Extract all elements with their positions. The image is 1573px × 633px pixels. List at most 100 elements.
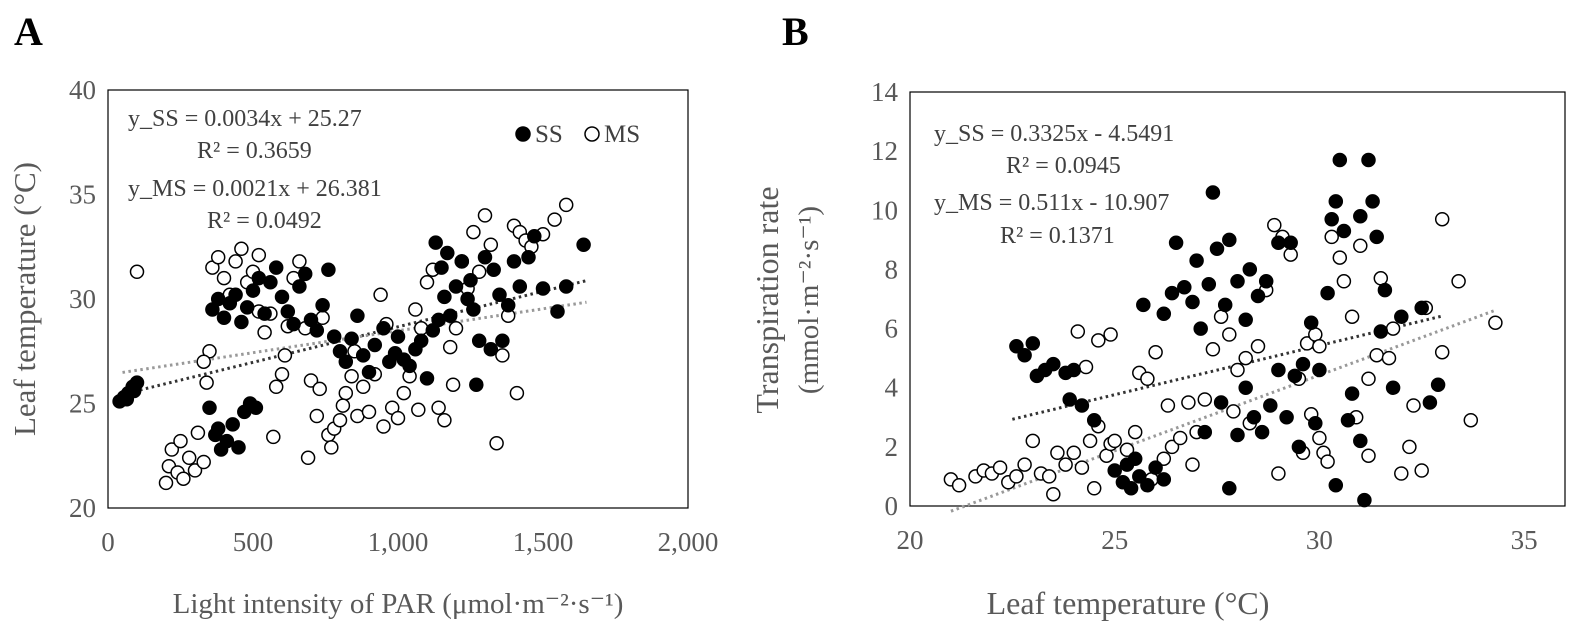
data-point-ms [187,463,203,478]
data-point-ss [1017,347,1032,363]
data-point-ss [1336,223,1352,239]
y-tick-label: 12 [871,136,898,166]
x-tick-label: 30 [1306,525,1333,555]
data-point-ms [196,354,211,369]
data-point-ms [1119,442,1135,458]
data-point-ms [312,381,327,397]
data-point-ss [1250,288,1266,304]
data-point-ss [440,245,455,261]
data-point-ms [1156,451,1172,466]
y-tick-label: 25 [69,389,96,419]
data-point-ss [234,314,249,330]
legend-label-ss: SS [535,121,563,148]
data-point-ss [1189,253,1204,268]
data-point-ss [1271,362,1286,378]
data-point-ms [274,366,290,382]
data-point-ms [361,404,377,420]
data-point-ss [390,329,406,344]
data-point-ms [1361,448,1376,463]
data-point-ss [1025,336,1041,351]
annotation-a-ms-r2: R² = 0.0492 [207,208,322,234]
data-point-ms [1148,344,1163,360]
data-point-ms [390,410,406,426]
x-tick-label: 1,000 [368,527,429,557]
x-axis-label-b: Leaf temperature (°C) [987,585,1270,621]
data-point-ss [471,333,487,349]
data-point-ms [509,385,525,401]
data-point-ss [1258,274,1274,289]
data-point-ss [558,279,574,294]
data-point-ms [396,385,412,401]
y-tick-label: 14 [871,77,899,107]
data-point-ss [1394,309,1409,324]
data-point-ms [442,339,458,355]
data-point-ss [231,440,246,455]
data-point-ms [1082,433,1098,449]
data-point-ss [1271,235,1286,251]
data-point-ss [1222,481,1237,496]
data-point-ss [248,400,264,415]
data-point-ss [1430,377,1446,393]
data-point-ms [1238,350,1253,366]
data-point-ms [1226,404,1241,419]
data-point-ss [297,266,313,282]
data-point-ms [355,379,371,395]
data-point-ms [176,471,191,486]
data-point-ms [483,237,499,252]
data-point-ss [506,254,522,269]
data-point-ss [1009,339,1024,354]
data-point-ms [338,385,354,401]
x-tick-label: 25 [1101,525,1128,555]
data-point-ss [1377,282,1393,298]
data-point-ms [1336,274,1352,289]
data-point-ss [1185,294,1200,310]
data-point-ss [1062,392,1077,407]
annotation-a-ms-eq: y_MS = 0.0021x + 26.381 [128,176,382,202]
data-point-ss [1422,395,1438,410]
data-point-ss [527,229,542,244]
data-point-ms [164,442,180,457]
data-point-ms [1312,430,1327,446]
data-point-ss [225,417,240,432]
data-point-ms [1107,433,1122,449]
data-point-ms [445,377,461,392]
data-point-ss [376,321,391,336]
data-point-ss [1303,315,1319,330]
data-point-ms [1074,460,1090,475]
data-point-ms [1324,229,1339,245]
data-point-ss [454,254,470,269]
data-point-ms [1160,398,1176,413]
data-point-ss [309,323,325,338]
data-point-ss [1385,380,1401,395]
data-point-ms [1344,309,1360,324]
data-point-ms [1127,424,1143,440]
data-point-ss [469,377,484,392]
x-tick-label: 0 [101,527,115,557]
data-point-ss [1369,229,1384,245]
data-point-ss [1291,439,1307,455]
data-point-ms [190,425,206,441]
data-point-ms [547,212,562,227]
data-point-ms [344,369,359,384]
data-point-ms [1172,430,1188,446]
data-point-ss [535,281,551,296]
data-point-ss [1324,211,1339,227]
annotation-b-ms-eq: y_MS = 0.511x - 10.907 [934,190,1169,216]
data-point-ms [373,287,388,303]
x-tick-label: 2,000 [658,527,719,557]
y-tick-label: 10 [871,195,898,225]
data-point-ms [558,197,574,213]
data-point-ss [1213,395,1229,410]
data-point-ss [219,433,235,449]
data-point-ms [1197,392,1213,407]
data-point-ss [216,310,232,326]
data-point-ms [477,208,493,223]
data-point-ms [309,408,325,424]
data-point-ms [1369,347,1384,363]
data-point-ss [315,298,330,313]
data-point-ss [521,249,536,265]
plot-area-a [107,89,689,509]
data-point-ss [338,354,354,369]
data-point-ss [1279,410,1294,425]
y-axis-label-b-line2: (mmol·m⁻²·s⁻¹) [793,206,825,394]
